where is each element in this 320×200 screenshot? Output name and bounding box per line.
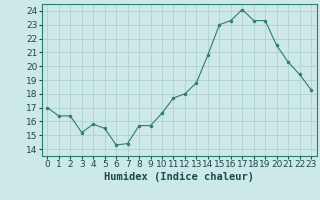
- X-axis label: Humidex (Indice chaleur): Humidex (Indice chaleur): [104, 172, 254, 182]
